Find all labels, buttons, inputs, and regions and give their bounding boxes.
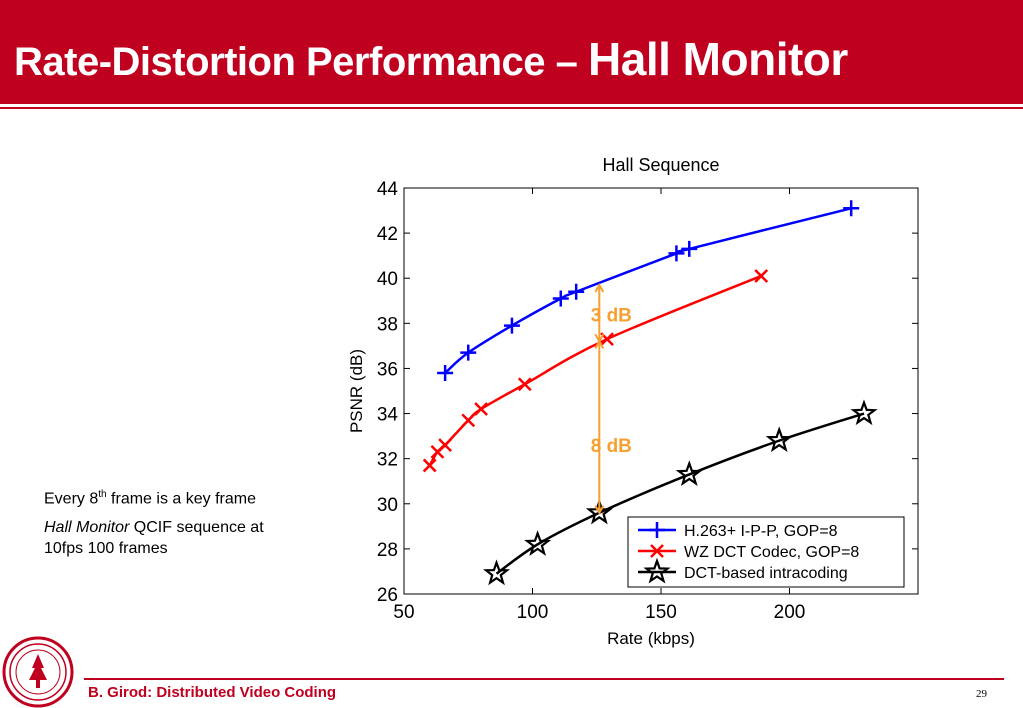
series-3-point bbox=[675, 460, 703, 487]
university-seal-logo bbox=[2, 636, 74, 708]
slide-title-emphasis: Hall Monitor bbox=[588, 33, 848, 85]
series-1-point bbox=[681, 240, 698, 257]
series-1-point bbox=[668, 245, 685, 262]
chart-title: Hall Sequence bbox=[602, 155, 719, 175]
y-tick-label: 38 bbox=[377, 314, 398, 335]
note-key-frame: Every 8th frame is a key frame bbox=[44, 484, 284, 509]
x-tick-label: 200 bbox=[774, 602, 806, 623]
series-3-point bbox=[524, 530, 552, 556]
legend-label: WZ DCT Codec, GOP=8 bbox=[684, 544, 859, 561]
series-3-point bbox=[483, 559, 511, 586]
y-axis-label: PSNR (dB) bbox=[347, 349, 366, 433]
legend-marker bbox=[643, 557, 671, 584]
y-tick-label: 44 bbox=[377, 179, 399, 200]
rate-distortion-chart: Hall Sequence 26 28 30 32 34 36 38 40 42 44 50 100 15… bbox=[347, 155, 919, 648]
y-tick-label: 32 bbox=[377, 450, 398, 471]
annotation-arrowhead-top bbox=[594, 339, 605, 349]
series-3-point bbox=[850, 399, 878, 426]
y-tick-label: 30 bbox=[377, 495, 398, 516]
series-2-point bbox=[474, 402, 488, 416]
series-1-point bbox=[437, 364, 454, 381]
series-1-point bbox=[503, 317, 520, 334]
series-2-point bbox=[517, 377, 532, 392]
series-3-point bbox=[585, 498, 613, 525]
slide-title-main: Rate-Distortion Performance – bbox=[14, 40, 589, 84]
series-2-point bbox=[422, 458, 437, 473]
footer-label: B. Girod: Distributed Video Coding bbox=[88, 684, 337, 701]
legend-label: H.263+ I-P-P, GOP=8 bbox=[684, 523, 838, 540]
y-tick-label: 26 bbox=[377, 585, 398, 606]
x-tick-label: 50 bbox=[393, 602, 414, 623]
x-tick-label: 150 bbox=[645, 602, 677, 623]
footer-rule bbox=[84, 678, 1004, 680]
annotation-arrowhead-bottom bbox=[594, 505, 605, 515]
y-tick-label: 42 bbox=[377, 224, 398, 245]
series-3-point bbox=[765, 426, 793, 453]
annotation-label: 8 dB bbox=[591, 436, 632, 457]
note-key-frame-sup: th bbox=[98, 489, 107, 500]
series-line-3 bbox=[495, 412, 865, 575]
series-2-point bbox=[438, 438, 453, 453]
series-1-point bbox=[552, 290, 569, 307]
legend-label: DCT-based intracoding bbox=[684, 565, 848, 582]
annotation-label: 3 dB bbox=[591, 305, 632, 326]
slide-title: Rate-Distortion Performance – Hall Monit… bbox=[14, 32, 848, 86]
series-2-point bbox=[461, 413, 476, 428]
series-1-point bbox=[843, 200, 860, 217]
title-bar-rule bbox=[0, 100, 1023, 104]
note-sequence-text: QCIF sequence at 10fps 100 frames bbox=[44, 519, 264, 558]
series-line-1 bbox=[444, 207, 852, 374]
note-key-frame-text: Every 8 bbox=[44, 490, 99, 508]
y-tick-label: 36 bbox=[377, 359, 398, 380]
series-1-point bbox=[568, 283, 585, 300]
x-tick-label: 100 bbox=[517, 602, 549, 623]
series-1-point bbox=[460, 344, 477, 361]
y-tick-label: 28 bbox=[377, 540, 398, 561]
legend-marker bbox=[649, 522, 665, 538]
page-number: 29 bbox=[976, 688, 987, 700]
note-key-frame-text-end: frame is a key frame bbox=[106, 490, 256, 508]
x-axis-label: Rate (kbps) bbox=[607, 629, 695, 648]
y-tick-label: 34 bbox=[377, 405, 399, 426]
legend-marker bbox=[650, 544, 664, 558]
title-bar-thin-rule bbox=[0, 107, 1023, 109]
slide-notes: Every 8th frame is a key frame Hall Moni… bbox=[44, 484, 284, 567]
y-tick-label: 40 bbox=[377, 269, 398, 290]
title-bar bbox=[0, 0, 1023, 100]
series-2-point bbox=[754, 269, 769, 283]
annotation-arrowhead-top bbox=[594, 282, 605, 293]
note-sequence-name: Hall Monitor bbox=[44, 519, 130, 537]
note-sequence: Hall Monitor QCIF sequence at 10fps 100 … bbox=[44, 517, 284, 559]
